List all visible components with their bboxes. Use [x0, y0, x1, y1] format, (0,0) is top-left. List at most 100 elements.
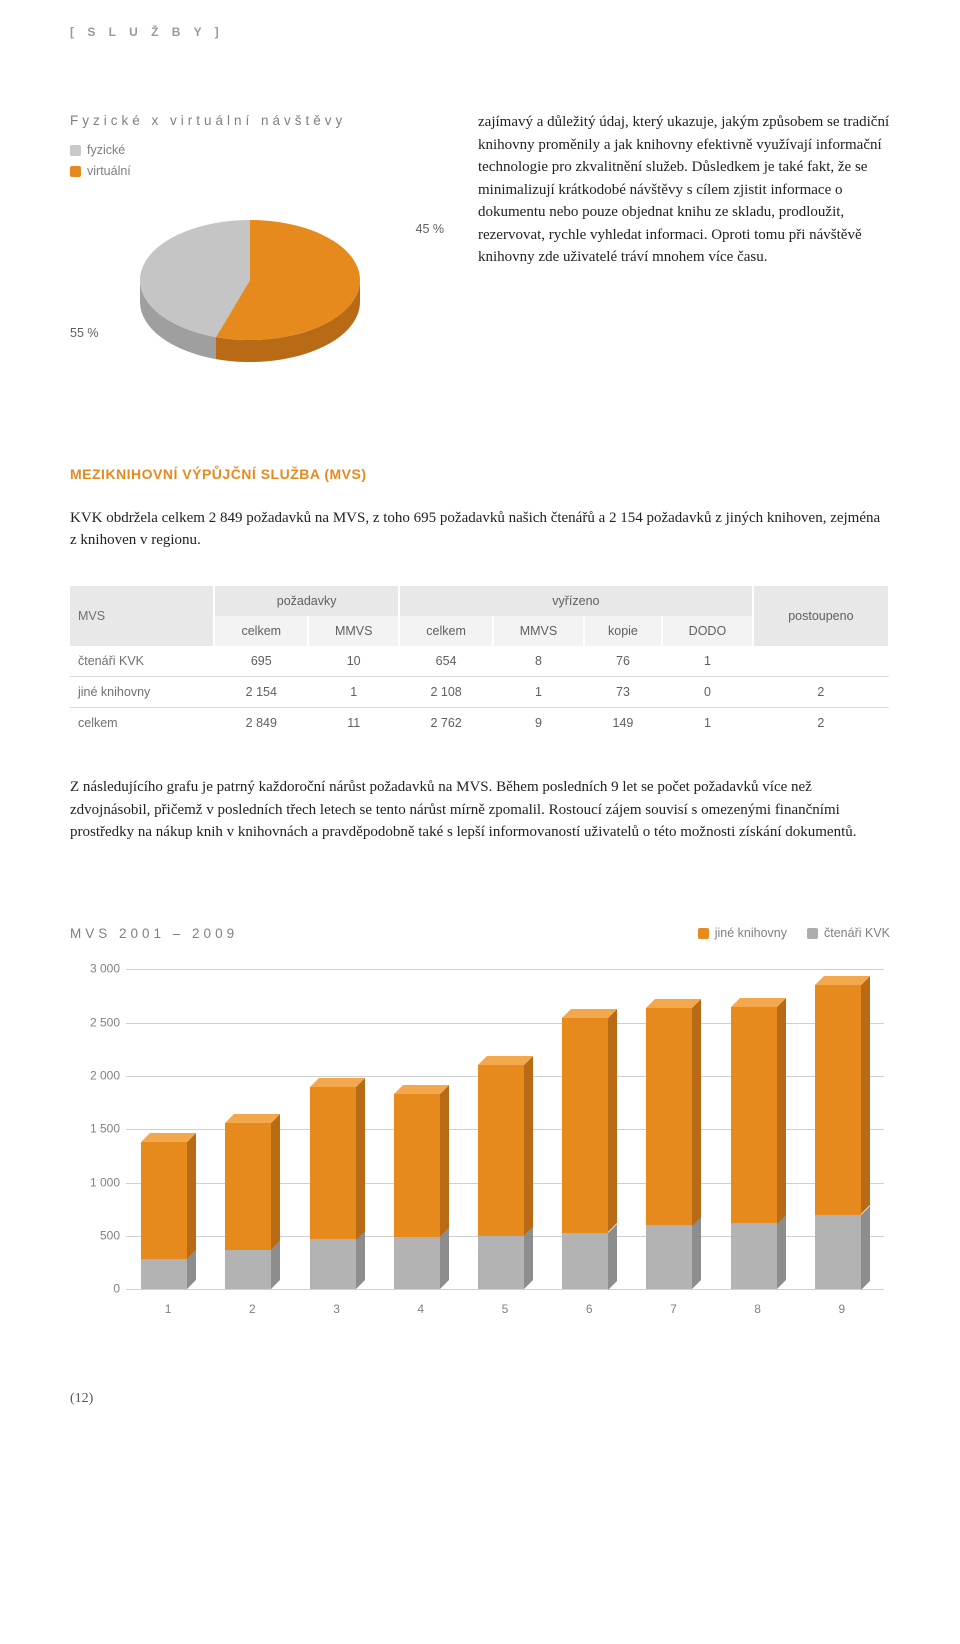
legend-fyzicke: fyzické — [70, 141, 450, 159]
y-tick-label: 500 — [70, 1227, 120, 1244]
bar-part — [225, 1250, 271, 1289]
bar-part — [141, 1259, 187, 1289]
cell: 8 — [493, 646, 584, 677]
bar-part — [524, 1056, 533, 1236]
table-row: čtenáři KVK695106548761 — [70, 646, 889, 677]
bar-part — [310, 1087, 356, 1240]
bar-part — [608, 1224, 617, 1290]
y-tick-label: 1 000 — [70, 1174, 120, 1191]
cell: 1 — [493, 676, 584, 707]
row-label: čtenáři KVK — [70, 646, 214, 677]
bar — [394, 1084, 448, 1289]
bar-part — [777, 998, 786, 1224]
cell: 10 — [308, 646, 399, 677]
bar-part — [815, 985, 861, 1214]
legend-label: fyzické — [87, 141, 125, 159]
bar — [562, 1008, 616, 1289]
y-tick-label: 1 500 — [70, 1120, 120, 1137]
legend-swatch-orange — [698, 928, 709, 939]
col-kopie: kopie — [584, 616, 662, 646]
bar-part — [141, 1142, 187, 1259]
legend-label: čtenáři KVK — [824, 924, 890, 942]
x-tick-label: 8 — [731, 1301, 785, 1329]
bar-part — [225, 1123, 271, 1250]
cell: 149 — [584, 708, 662, 739]
cell: 1 — [662, 708, 753, 739]
grp-pozadavky: požadavky — [214, 586, 399, 616]
col-mmvs1: MMVS — [308, 616, 399, 646]
cell: 11 — [308, 708, 399, 739]
bar-part — [310, 1239, 356, 1289]
bar-part — [524, 1227, 533, 1289]
pct-45: 45 % — [416, 220, 445, 238]
cell: 2 — [753, 676, 889, 707]
bar-part — [141, 1133, 196, 1142]
bar — [310, 1077, 364, 1290]
bar-part — [478, 1065, 524, 1236]
bar — [646, 998, 700, 1290]
legend-swatch-orange — [70, 166, 81, 177]
mvs-table: MVS požadavky vyřízeno postoupeno celkem… — [70, 586, 890, 739]
section-tag: [ S L U Ž B Y ] — [70, 24, 890, 41]
bar-part — [394, 1094, 440, 1237]
bar — [731, 997, 785, 1290]
bar-part — [310, 1078, 365, 1087]
bar-part — [692, 999, 701, 1226]
grp-vyrizeno: vyřízeno — [399, 586, 753, 616]
bar-part — [440, 1085, 449, 1237]
top-paragraph: zajímavý a důležitý údaj, který ukazuje,… — [478, 111, 890, 269]
gridline — [126, 1289, 884, 1290]
bar-part — [225, 1114, 280, 1123]
bar-part — [646, 999, 701, 1008]
cell: 2 154 — [214, 676, 308, 707]
x-labels: 123456789 — [126, 1301, 884, 1329]
row-label: celkem — [70, 708, 214, 739]
bar — [478, 1055, 532, 1289]
bar-part — [356, 1230, 365, 1289]
bar-chart: 123456789 05001 0001 5002 0002 5003 000 — [70, 969, 890, 1329]
cell: 76 — [584, 646, 662, 677]
cell: 695 — [214, 646, 308, 677]
bar-part — [861, 976, 870, 1214]
pie-chart: 55 % 45 % — [70, 194, 450, 394]
bar-part — [394, 1237, 440, 1289]
bar — [225, 1113, 279, 1289]
barchart-header: MVS 2001 – 2009 jiné knihovny čtenáři KV… — [70, 924, 890, 944]
mvs-intro-para: KVK obdržela celkem 2 849 požadavků na M… — [70, 507, 890, 552]
cell: 73 — [584, 676, 662, 707]
top-paragraph-col: zajímavý a důležitý údaj, který ukazuje,… — [478, 111, 890, 394]
cell: 2 849 — [214, 708, 308, 739]
cell: 1 — [662, 646, 753, 677]
col-mmvs2: MMVS — [493, 616, 584, 646]
top-section: Fyzické x virtuální návštěvy fyzické vir… — [70, 111, 890, 394]
y-tick-label: 3 000 — [70, 960, 120, 977]
bar-part — [646, 1008, 692, 1226]
bar-part — [777, 1214, 786, 1289]
bar-part — [562, 1018, 608, 1232]
bar-part — [562, 1009, 617, 1018]
pct-55: 55 % — [70, 324, 99, 342]
x-tick-label: 6 — [562, 1301, 616, 1329]
y-tick-label: 2 500 — [70, 1014, 120, 1031]
x-tick-label: 9 — [815, 1301, 869, 1329]
bar-part — [815, 1215, 861, 1290]
bar-part — [478, 1056, 533, 1065]
grp-postoupeno: postoupeno — [753, 586, 889, 646]
bar-part — [731, 1223, 777, 1289]
table-group-header: MVS požadavky vyřízeno postoupeno — [70, 586, 889, 616]
bar — [141, 1132, 195, 1289]
x-tick-label: 5 — [478, 1301, 532, 1329]
barchart-title: MVS 2001 – 2009 — [70, 924, 238, 944]
bar-part — [608, 1009, 617, 1232]
table-corner: MVS — [70, 586, 214, 646]
x-tick-label: 3 — [310, 1301, 364, 1329]
col-celkem1: celkem — [214, 616, 308, 646]
col-dodo: DODO — [662, 616, 753, 646]
cell — [753, 646, 889, 677]
legend-virtualni: virtuální — [70, 162, 450, 180]
barchart-legend: jiné knihovny čtenáři KVK — [698, 924, 890, 942]
x-tick-label: 7 — [646, 1301, 700, 1329]
col-celkem2: celkem — [399, 616, 493, 646]
cell: 654 — [399, 646, 493, 677]
cell: 1 — [308, 676, 399, 707]
